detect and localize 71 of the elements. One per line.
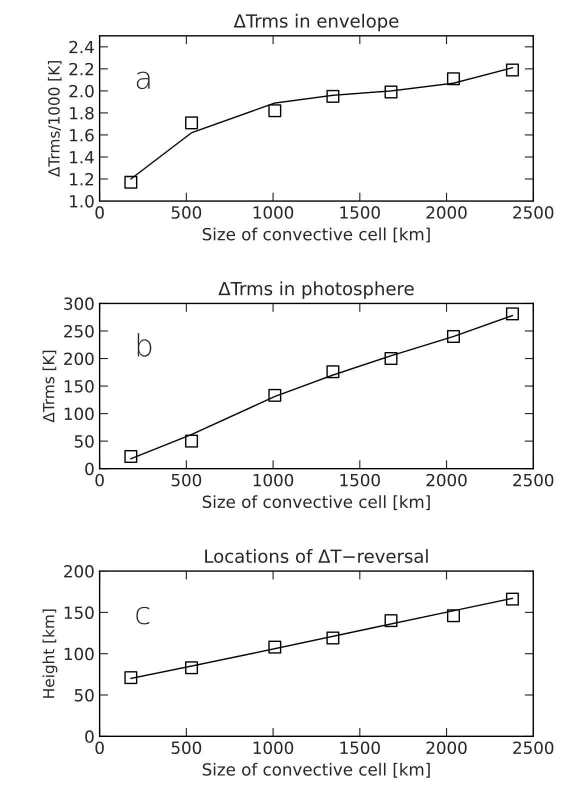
x-tick-label: 1000 (254, 741, 294, 754)
point (268, 388, 282, 402)
y-tick-label: 150 (64, 380, 94, 393)
x-tick-label: 2000 (426, 206, 467, 219)
y-tick-label: 2.0 (69, 84, 94, 98)
point (506, 592, 519, 606)
y-axis-title: ΔTrms/1000 [K] (48, 61, 62, 177)
x-tick-label: 2500 (513, 741, 554, 754)
point (446, 72, 460, 86)
chart-title: Locations of ΔT−reversal (205, 549, 428, 564)
chart-title: ΔTrms in envelope (234, 14, 398, 32)
y-axis-title: Height [km] (42, 610, 58, 698)
point (384, 85, 398, 98)
x-tick-label: 500 (172, 741, 202, 754)
x-tick-label: 500 (172, 206, 202, 219)
x-tick-label: 1500 (340, 206, 380, 219)
x-axis-title: Size of convective cell [km] (202, 495, 430, 510)
y-axis-title: ΔTrms [K] (42, 350, 56, 423)
point (506, 307, 519, 320)
y-tick-label: 2.4 (69, 40, 94, 54)
y-tick-label: 1.4 (70, 151, 94, 164)
x-tick-label: 0 (95, 741, 104, 754)
y-tick-label: 100 (64, 408, 94, 420)
point (185, 661, 198, 674)
x-tick-label: 2500 (513, 206, 554, 219)
x-tick-label: 1500 (340, 741, 380, 754)
x-tick-label: 0 (95, 206, 104, 219)
x-tick-label: 500 (172, 474, 202, 486)
y-tick-label: 1.6 (70, 128, 94, 142)
y-tick-label: 200 (64, 352, 94, 366)
x-tick-label: 1000 (254, 206, 294, 219)
x-tick-label: 0 (95, 474, 104, 486)
y-tick-label: 2.2 (69, 62, 94, 76)
point (506, 63, 519, 76)
point (446, 609, 460, 622)
y-tick-label: 100 (64, 648, 94, 660)
point (185, 434, 198, 448)
chart-title: ΔTrms in photosphere (218, 281, 414, 299)
y-tick-label: 0 (85, 730, 94, 743)
point (384, 352, 398, 366)
x-tick-label: 1500 (340, 474, 380, 486)
x-tick-label: 1000 (254, 474, 294, 486)
y-tick-label: 1.0 (70, 194, 94, 208)
point (124, 671, 138, 684)
y-tick-label: 150 (64, 606, 94, 619)
y-tick-label: 300 (64, 297, 94, 310)
point (326, 365, 340, 378)
x-tick-label: 2000 (426, 474, 467, 486)
annotation: a (136, 72, 150, 90)
y-tick-label: 50 (74, 688, 94, 702)
annotation: c (136, 606, 150, 624)
x-axis-title: Size of convective cell [km] (202, 762, 430, 778)
point (124, 450, 138, 464)
x-tick-label: 2000 (426, 741, 467, 754)
point (124, 176, 138, 189)
y-tick-label: 0 (85, 462, 94, 476)
point (326, 90, 340, 103)
y-tick-label: 1.8 (70, 106, 94, 120)
point (268, 104, 282, 118)
x-axis-title: Size of convective cell [km] (202, 228, 430, 242)
y-tick-label: 1.2 (70, 172, 94, 186)
annotation: b (138, 333, 152, 357)
y-tick-label: 250 (64, 324, 94, 338)
point (185, 116, 198, 130)
x-tick-label: 2500 (513, 474, 554, 486)
point (268, 640, 282, 654)
y-tick-label: 200 (64, 565, 94, 578)
y-tick-label: 50 (74, 435, 94, 448)
point (326, 631, 340, 645)
point (384, 614, 398, 628)
point (446, 330, 460, 344)
